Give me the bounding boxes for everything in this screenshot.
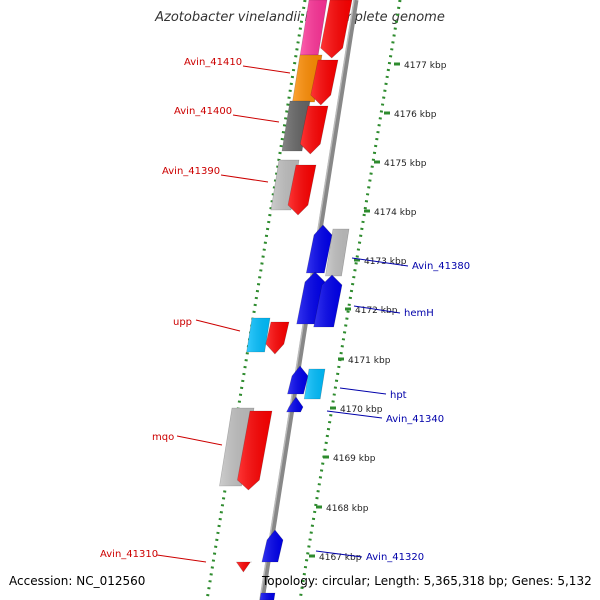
gene-arrow-mqo-shade: [237, 411, 272, 490]
accession-value: NC_012560: [76, 574, 146, 588]
gene-label-leader: [353, 305, 401, 314]
grey-block-41380-shade: [325, 229, 349, 276]
gene-arrow-hemh-b-shade: [313, 275, 342, 327]
accession-label: Accession:: [9, 574, 73, 588]
gene-label-right: Avin_41340: [386, 414, 444, 425]
gene-label-left: Avin_41410: [184, 57, 242, 68]
accession-footer: Accession: NC_012560: [9, 574, 145, 588]
genes-value: 5,132: [557, 574, 592, 588]
topology-value: circular: [321, 574, 367, 588]
scale-tick-label: 4175 kbp: [384, 159, 427, 169]
gene-label-leader: [351, 257, 409, 267]
map-title: Azotobacter vinelandii DJ, complete geno…: [155, 10, 445, 25]
length-label: Length:: [374, 574, 420, 588]
gc-block-pink-shade: [300, 0, 327, 55]
gene-label-right: hpt: [390, 390, 407, 401]
gene-label-left: Avin_41400: [174, 106, 232, 117]
scale-tick-label: 4172 kbp: [355, 306, 398, 316]
gene-arrow-41410-shade: [310, 60, 338, 105]
gene-label-leader: [156, 554, 207, 563]
gene-label-left: Avin_41310: [100, 549, 158, 560]
gene-label-right: Avin_41320: [366, 552, 424, 563]
gene-label-leader: [195, 319, 241, 332]
cyan-block-hpt-shade: [304, 369, 325, 399]
label-leaders: [156, 65, 409, 563]
gene-label-right: Avin_41380: [412, 261, 470, 272]
gene-arrow-41320-shade: [261, 530, 283, 562]
gene-arrow-41400-shade: [300, 106, 328, 154]
gene-label-right: hemH: [404, 308, 434, 319]
gene-label-left: mqo: [152, 432, 174, 443]
gene-label-left: upp: [173, 317, 192, 328]
gene-block-bottom-shade: [259, 593, 275, 600]
gene-label-leader: [339, 387, 387, 395]
gene-features: [219, 0, 353, 600]
scale-tick-label: 4177 kbp: [404, 61, 447, 71]
scale-tick-label: 4168 kbp: [326, 504, 369, 514]
scale-tick-label: 4176 kbp: [394, 110, 437, 120]
scale-tick-label: 4169 kbp: [333, 454, 376, 464]
gene-arrow-41340-shade: [286, 397, 303, 412]
left-dotted-guide: [205, 0, 307, 600]
scale-tick-label: 4170 kbp: [340, 405, 383, 415]
gene-arrow-upp-shade: [265, 322, 289, 354]
gene-label-leader: [176, 435, 223, 446]
scale-tick-label: 4174 kbp: [374, 208, 417, 218]
gene-label-leader: [315, 550, 363, 558]
gene-arrow-41380-shade: [306, 225, 332, 273]
genes-label: Genes:: [511, 574, 554, 588]
scale-tick-label: 4171 kbp: [348, 356, 391, 366]
grey-block-mqo-shade: [219, 408, 254, 486]
gene-label-left: Avin_41390: [162, 166, 220, 177]
gene-arrow-top-shade: [320, 0, 352, 58]
scale-tick-label: 4167 kbp: [319, 553, 362, 563]
genome-summary-footer: Topology: circular; Length: 5,365,318 bp…: [262, 574, 592, 588]
cyan-block-upp-shade: [246, 318, 270, 352]
gene-arrow-hpt-shade: [287, 366, 308, 394]
gene-label-leader: [232, 114, 280, 123]
topology-label: Topology:: [262, 574, 319, 588]
gene-label-leader: [220, 174, 269, 183]
scale-tick-label: 4173 kbp: [364, 257, 407, 267]
scale-ticks: 4177 kbp 4176 kbp 4175 kbp 4174 kbp 4173 kbp…: [309, 61, 447, 563]
gene-label-leader: [242, 65, 291, 74]
length-value: 5,365,318 bp: [423, 574, 504, 588]
gene-label-leader: [326, 410, 383, 419]
gene-arrow-41310-shade: [236, 562, 252, 572]
gene-arrow-41390-shade: [288, 165, 316, 215]
